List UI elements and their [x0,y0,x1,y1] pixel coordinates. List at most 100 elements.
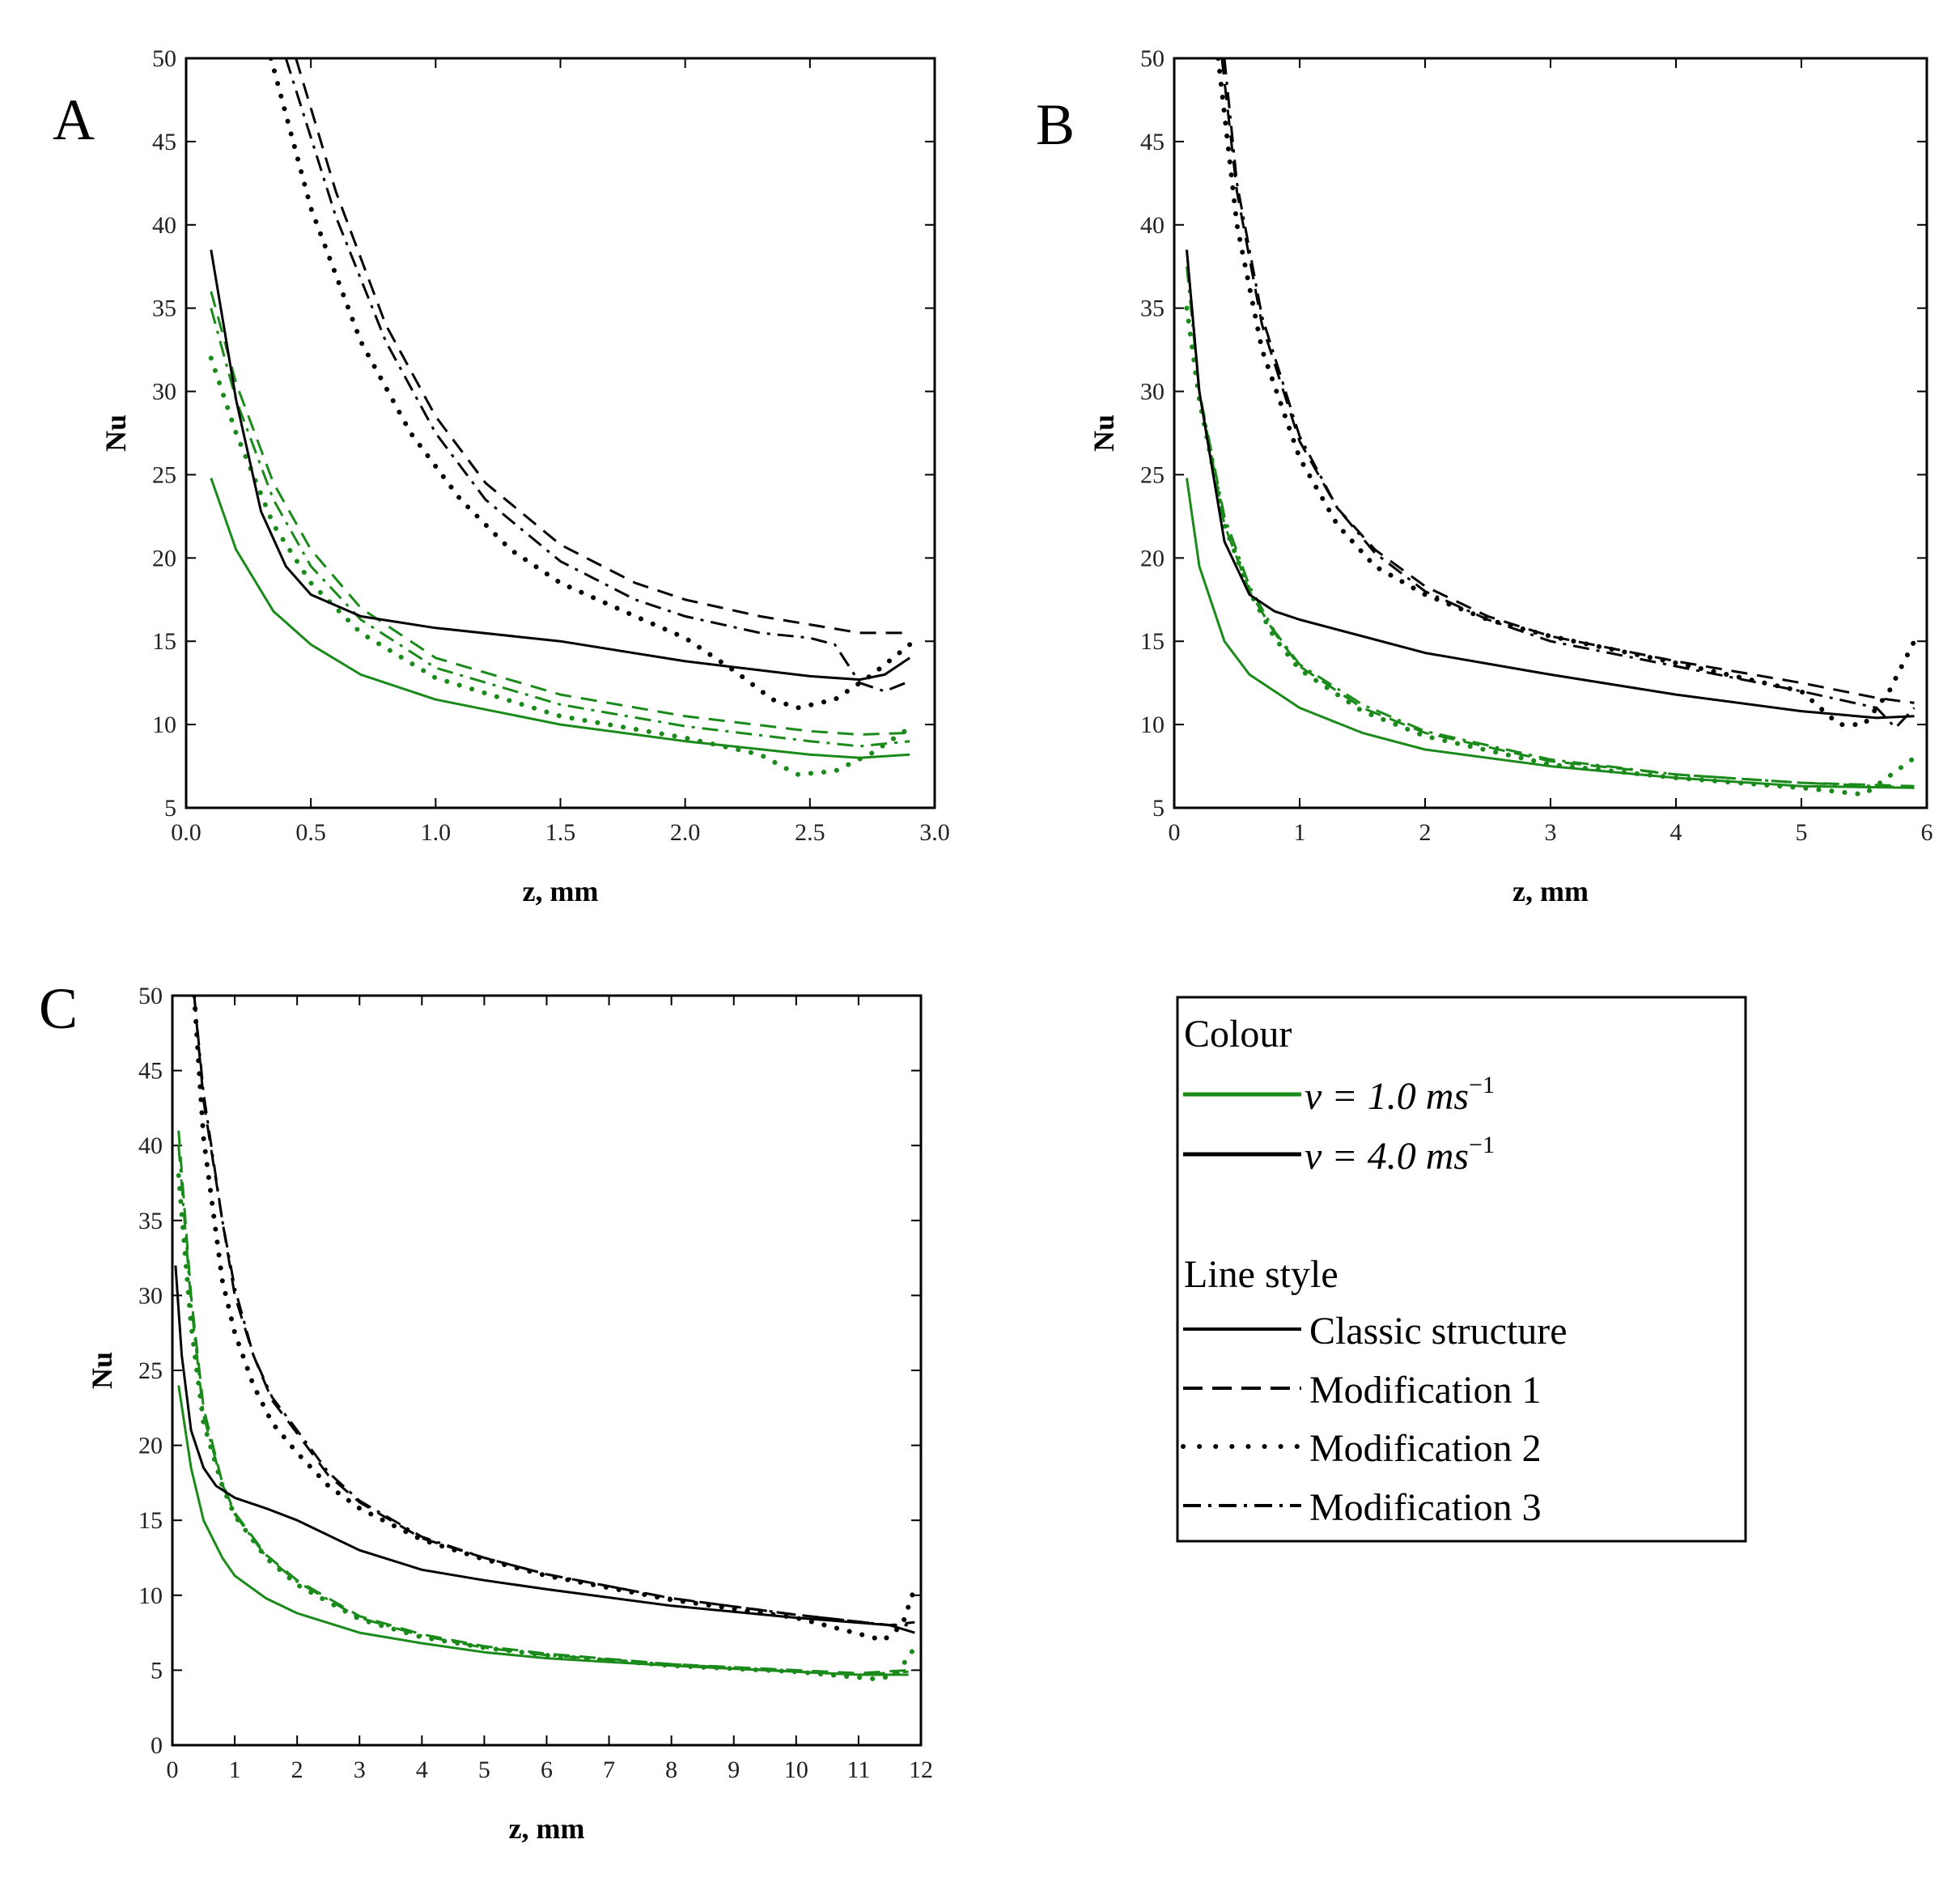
panel-c-series-green-dash [177,1130,909,1675]
panel-c-x-axis-title: z, mm [509,1812,585,1845]
panel-b-y-tick-label: 40 [1140,212,1165,239]
panel-a-series-green-dash [210,291,910,736]
panel-a-y-tick-label: 15 [152,628,176,655]
panel-b-x-tick-label: 3 [1545,819,1557,846]
panel-b-x-axis-title: z, mm [1512,875,1589,907]
panel-c-series-green-dot [176,1173,918,1682]
legend-style-heading: Line style [1184,1253,1338,1296]
panel-a-letter: A [53,87,95,152]
panel-c-x-tick-label: 9 [728,1756,740,1783]
panel-a-series-green-dot [208,355,913,777]
panel-b-y-tick-label: 25 [1140,461,1165,488]
panel-c-y-axis-title: Nu [86,1352,118,1389]
panel-c-letter: C [39,976,78,1041]
panel-b-series-green-dash [1186,249,1915,788]
panel-a-series-black-dash [295,58,902,635]
panel-a: A 0.0 0.5 1.0 1.5 2.0 2.5 3.0 5 10 15 20 25 30 35 40 45… [53,45,950,907]
panel-a-y-tick-label: 25 [152,461,176,488]
panel-a-y-tick-label: 50 [152,45,176,72]
panel-c-series-group [174,996,918,1682]
panel-b-x-tick-label: 0 [1169,819,1181,846]
panel-c-x-tick-label: 5 [478,1756,490,1783]
panel-c-x-tick-label: 6 [541,1756,553,1783]
legend-mod1-label: Modification 1 [1309,1369,1542,1412]
panel-c-y-tick-label: 25 [138,1357,163,1384]
panel-c-series-black-dot [192,996,918,1643]
panel-b-series-black-dot [1215,58,1917,728]
panel-b-x-tick-label: 2 [1419,819,1432,846]
panel-a-x-tick-label: 2.0 [670,819,701,846]
panel-c-x-tick-label: 11 [846,1756,870,1783]
panel-c-y-tick-label: 20 [138,1433,163,1459]
panel-c-x-tick-label: 0 [167,1756,179,1783]
panel-b-y-tick-label: 45 [1140,129,1165,155]
panel-c-y-tick-label: 5 [151,1657,163,1684]
panel-c-y-tick-label: 15 [138,1507,163,1534]
panel-b-series-black-solid [1186,249,1915,720]
panel-c-x-tick-label: 2 [291,1756,303,1783]
legend-black-label-sup: −1 [1469,1132,1495,1158]
legend-green-label-text: v = 1.0 ms [1305,1075,1469,1118]
panel-b-x-tick-label: 4 [1670,819,1682,846]
panel-b-series-green-dot [1184,305,1917,797]
panel-c-x-tick-label: 8 [665,1756,677,1783]
panel-b-y-tick-label: 50 [1140,45,1165,72]
panel-b-letter: B [1036,92,1075,157]
panel-b-y-tick-label: 10 [1140,711,1165,738]
panel-c-series-green-solid [177,1385,909,1676]
panel-b-series-green-dashdot [1186,266,1915,789]
legend: Colour v = 1.0 ms−1 v = 4.0 ms−1 Line st… [1176,996,1747,1543]
legend-classic-label: Classic structure [1309,1310,1568,1353]
panel-c-x-tick-label: 4 [416,1756,428,1783]
panel-b-y-axis-title: Nu [1088,414,1120,452]
panel-b-y-tick-label: 20 [1140,545,1165,571]
panel-c-y-tick-label: 30 [138,1282,163,1309]
panel-a-y-tick-label: 10 [152,711,176,738]
panel-c-y-tick-label: 50 [138,983,163,1009]
panel-a-y-tick-label: 5 [164,795,176,822]
panel-c-x-tick-label: 3 [354,1756,366,1783]
legend-black-label-text: v = 4.0 ms [1305,1135,1469,1178]
panel-a-series-black-solid [210,249,911,682]
legend-frame [1176,996,1747,1543]
panel-c-y-tick-label: 0 [151,1732,163,1759]
panel-c-y-tick-label: 35 [138,1208,163,1234]
panel-c-x-tick-label: 7 [603,1756,615,1783]
panel-c-y-tick-label: 10 [138,1582,163,1609]
panel-b-x-tick-label: 6 [1921,819,1933,846]
legend-colour-heading: Colour [1184,1013,1292,1056]
panel-a-series-group [208,58,913,777]
panel-c-x-tick-label: 12 [909,1756,933,1783]
legend-green-label-sup: −1 [1469,1072,1495,1098]
legend-mod3-label: Modification 3 [1309,1486,1542,1529]
panel-a-y-tick-label: 20 [152,545,176,571]
panel-a-series-black-dashdot [284,58,910,693]
panel-a-x-tick-label: 2.5 [795,819,825,846]
panel-a-x-tick-label: 0.5 [295,819,326,846]
panel-a-x-tick-label: 1.5 [545,819,576,846]
panel-a-y-tick-label: 35 [152,295,176,322]
legend-green-label: v = 1.0 ms−1 [1305,1072,1495,1118]
panel-c-series-green-dashdot [177,1145,909,1676]
panel-a-series-green-solid [210,478,910,759]
panel-c-x-tick-label: 1 [229,1756,241,1783]
panel-b-series-group [1184,58,1917,797]
panel-b-y-tick-label: 35 [1140,295,1165,322]
legend-mod2-label: Modification 2 [1309,1427,1542,1470]
panel-c-series-black-dashdot [193,996,915,1627]
panel-b-series-black-dash [1220,58,1915,704]
panel-c: C 0 1 2 3 4 5 6 7 8 9 10 11 1205101520253035404550z,… [39,976,933,1845]
panel-a-x-tick-label: 1.0 [421,819,452,846]
panel-b-y-tick-label: 15 [1140,628,1165,655]
panel-a-y-axis-title: Nu [100,414,132,452]
panel-b-y-tick-label: 30 [1140,379,1165,406]
panel-b-x-tick-label: 1 [1294,819,1306,846]
panel-b-y-tick-label: 5 [1152,795,1165,822]
panel-a-series-green-dashdot [210,308,910,748]
panel-b-series-green-solid [1186,478,1915,789]
panel-a-x-axis-title: z, mm [523,875,599,907]
panel-b-x-tick-label: 5 [1796,819,1808,846]
panel-c-plot-frame [171,994,923,1747]
